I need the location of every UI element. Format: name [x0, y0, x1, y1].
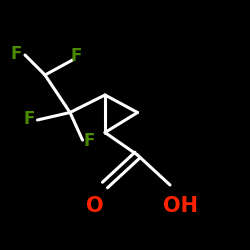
- Text: F: F: [83, 132, 94, 150]
- Text: F: F: [70, 47, 82, 65]
- Text: O: O: [86, 196, 104, 216]
- Text: OH: OH: [162, 196, 198, 216]
- Text: F: F: [23, 110, 34, 128]
- Text: F: F: [10, 45, 22, 63]
